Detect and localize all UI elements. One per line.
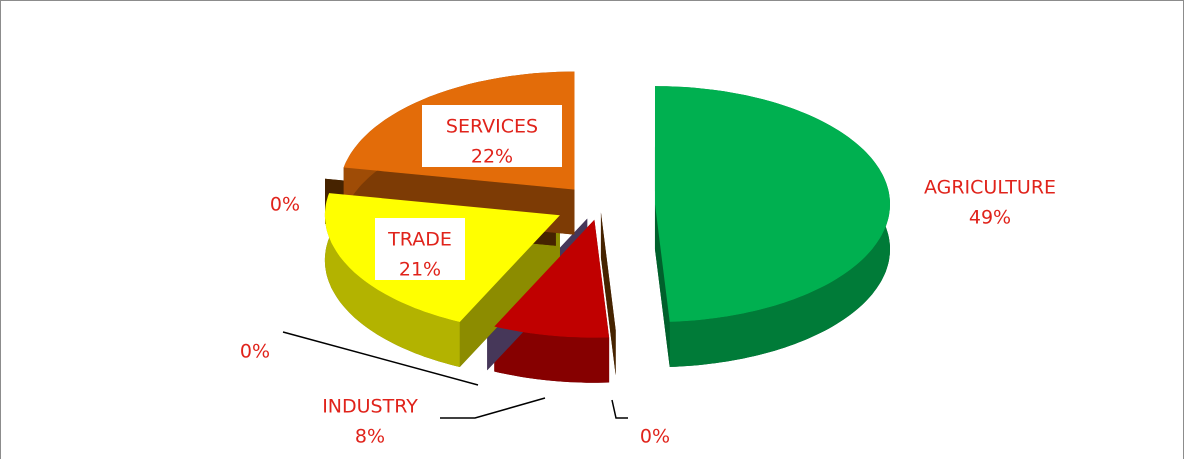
category-label: SERVICES	[446, 116, 538, 138]
slice-side	[600, 212, 616, 376]
category-label: TRADE	[387, 229, 452, 251]
pie-slice	[494, 219, 610, 338]
category-label: AGRICULTURE	[924, 177, 1056, 199]
leader-line	[282, 331, 479, 386]
category-label: INDUSTRY	[322, 396, 418, 418]
value-label: 0%	[640, 426, 670, 448]
slice-side	[654, 204, 670, 367]
leader-line	[611, 399, 628, 419]
slice-side	[494, 326, 610, 383]
leader-line	[440, 397, 546, 419]
pie-slice	[487, 218, 588, 326]
value-label: 49%	[969, 207, 1011, 229]
slice-side	[324, 193, 460, 367]
value-label: 22%	[471, 146, 513, 168]
value-label: 0%	[270, 194, 300, 216]
value-label: 21%	[399, 259, 441, 281]
pie-slice	[654, 86, 890, 322]
value-label: 0%	[240, 341, 270, 363]
label-box	[375, 218, 465, 280]
value-label: 8%	[355, 426, 385, 448]
label-box	[422, 105, 562, 167]
